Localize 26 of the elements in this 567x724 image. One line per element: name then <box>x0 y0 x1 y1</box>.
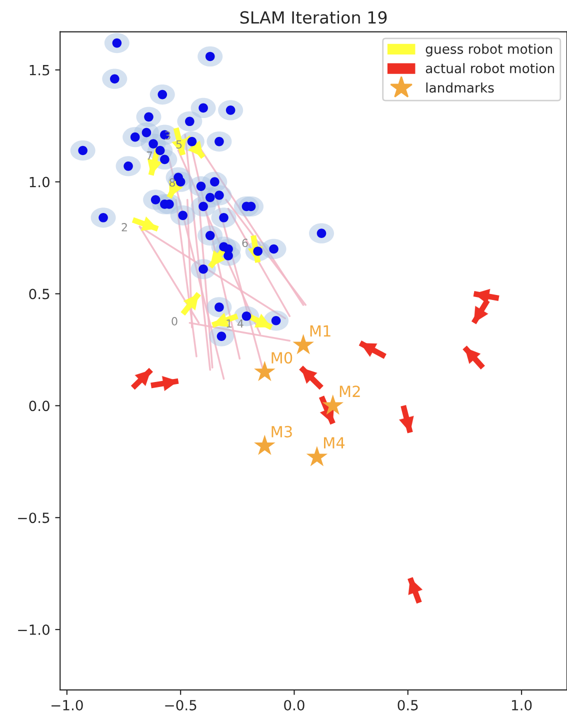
data-label: M4 <box>324 437 345 448</box>
annotation: 2 <box>122 223 127 232</box>
y-tick-label: 1.5 <box>30 65 50 76</box>
data-label: M1 <box>310 325 330 337</box>
legend-label: actual robot motion <box>426 63 554 74</box>
y-tick-label: 0.5 <box>29 288 50 300</box>
legend-label: landmarks <box>426 82 494 93</box>
annotation: 0 <box>172 317 178 326</box>
y-tick-label: −1.0 <box>18 624 50 636</box>
x-tick-label: 0.0 <box>284 700 304 710</box>
legend-label: guess robot motion <box>426 44 552 56</box>
annotation: 6 <box>242 238 248 248</box>
x-tick-label: 0.5 <box>398 700 418 710</box>
chart-title: SLAM Iteration 19 <box>240 10 387 24</box>
x-tick-label: 1.0 <box>512 700 532 710</box>
annotation: 4 <box>237 319 244 328</box>
y-tick-label: 0.0 <box>29 400 50 412</box>
data-label: M2 <box>340 386 360 397</box>
y-tick-label: 1.0 <box>30 176 50 188</box>
annotation: 7 <box>146 152 152 160</box>
x-tick-label: −1.0 <box>52 700 83 710</box>
data-label: M3 <box>272 426 292 438</box>
data-label: M0 <box>272 352 292 364</box>
y-tick-label: −0.5 <box>18 512 50 524</box>
annotation: 5 <box>176 140 182 149</box>
x-tick-label: −0.5 <box>165 700 196 710</box>
